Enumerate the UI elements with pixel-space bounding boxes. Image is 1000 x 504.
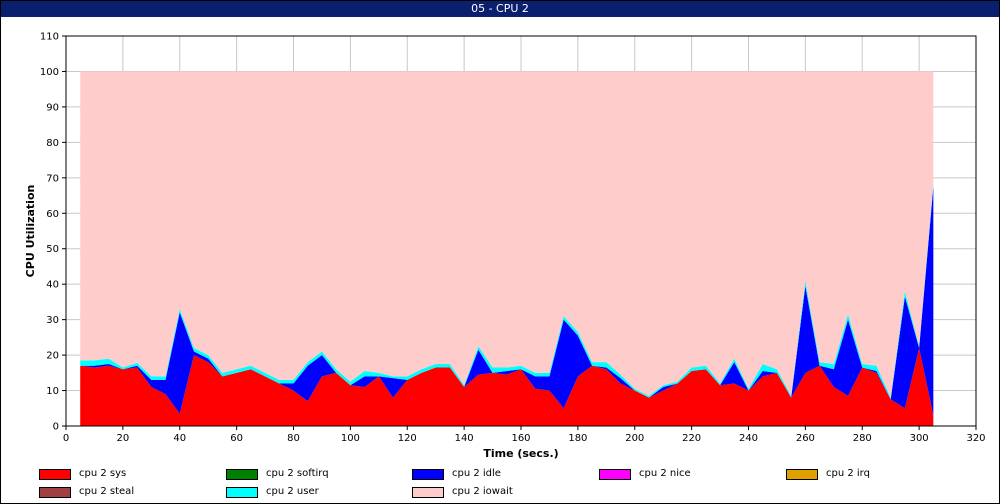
y-tick-label: 50 (46, 244, 59, 255)
x-tick-label: 0 (63, 433, 69, 444)
y-tick-label: 10 (46, 386, 59, 397)
legend-label: cpu 2 irq (826, 468, 870, 479)
legend-label: cpu 2 idle (452, 468, 501, 479)
x-tick-label: 220 (682, 433, 701, 444)
legend-label: cpu 2 steal (79, 486, 135, 497)
legend-label: cpu 2 nice (639, 468, 691, 479)
x-tick-label: 160 (511, 433, 530, 444)
x-tick-label: 260 (796, 433, 815, 444)
series-area-cpu-2-iowait (80, 71, 934, 398)
legend-swatch (786, 468, 818, 480)
legend-swatch (226, 486, 258, 498)
legend-item: cpu 2 softirq (226, 468, 329, 482)
chart-title: 05 - CPU 2 (1, 1, 999, 17)
legend-swatch (226, 468, 258, 480)
x-tick-label: 40 (173, 433, 186, 444)
y-tick-label: 40 (46, 280, 59, 291)
y-tick-label: 30 (46, 315, 59, 326)
cpu-utilization-chart: 0 20 40 60 80 100 120 140 160 180 200 220 240 260 280 3… (24, 32, 986, 461)
legend-item: cpu 2 idle (412, 468, 501, 482)
x-tick-label: 120 (398, 433, 417, 444)
x-tick-label: 60 (230, 433, 243, 444)
legend-item: cpu 2 sys (39, 468, 126, 482)
legend-item: cpu 2 nice (599, 468, 691, 482)
y-tick-label: 80 (46, 138, 59, 149)
y-tick-label: 100 (40, 67, 59, 78)
x-tick-label: 140 (455, 433, 474, 444)
x-tick-label: 300 (910, 433, 929, 444)
x-axis-label: Time (secs.) (483, 447, 558, 460)
plot-border (65, 35, 977, 427)
legend-label: cpu 2 softirq (266, 468, 329, 479)
legend-item: cpu 2 user (226, 486, 319, 500)
y-tick-label: 60 (46, 209, 59, 220)
x-tick-label: 200 (625, 433, 644, 444)
legend-item: cpu 2 irq (786, 468, 870, 482)
x-tick-label: 20 (117, 433, 130, 444)
y-tick-label: 110 (40, 32, 59, 43)
legend-label: cpu 2 iowait (452, 486, 513, 497)
y-tick-label: 20 (46, 351, 59, 362)
legend-label: cpu 2 user (266, 486, 319, 497)
x-tick-label: 240 (739, 433, 758, 444)
legend-item: cpu 2 iowait (412, 486, 513, 500)
x-tick-label: 180 (568, 433, 587, 444)
legend-swatch (412, 486, 444, 498)
legend-item: cpu 2 steal (39, 486, 134, 500)
series-area-cpu-2-user (80, 183, 934, 400)
series-area-cpu-2-idle (80, 186, 934, 416)
legend-swatch (599, 468, 631, 480)
y-tick-label: 70 (46, 173, 59, 184)
chart-legend: cpu 2 sys cpu 2 softirq cpu 2 idle cpu 2 ni… (1, 466, 1000, 504)
x-tick-label: 100 (341, 433, 360, 444)
axes: 0 20 40 60 80 100 120 140 160 180 200 220 240 260 280 3… (40, 32, 986, 445)
legend-swatch (39, 486, 71, 498)
legend-label: cpu 2 sys (79, 468, 127, 479)
y-tick-label: 0 (53, 422, 59, 433)
legend-swatch (39, 468, 71, 480)
x-tick-label: 80 (287, 433, 300, 444)
y-tick-label: 90 (46, 102, 59, 113)
x-tick-label: 320 (966, 433, 985, 444)
stacked-areas (80, 71, 934, 426)
legend-swatch (412, 468, 444, 480)
series-area-cpu-2-sys (80, 348, 934, 426)
x-tick-label: 280 (853, 433, 872, 444)
y-axis-label: CPU Utilization (24, 185, 37, 278)
